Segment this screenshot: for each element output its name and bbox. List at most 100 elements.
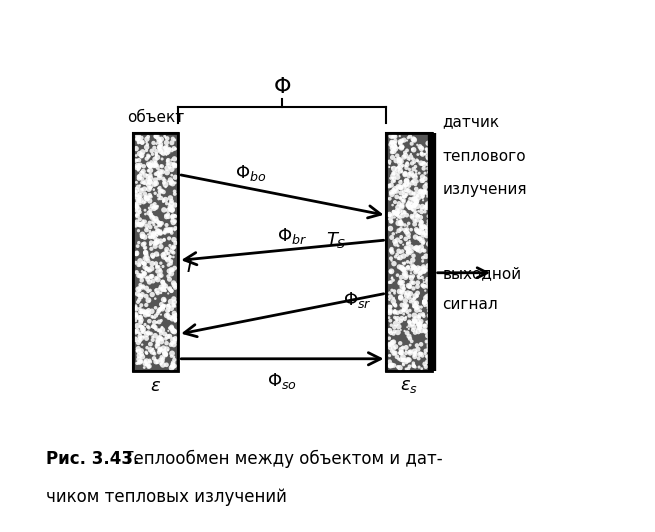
Point	[417, 364, 427, 373]
Text: теплового: теплового	[442, 149, 526, 164]
Point	[412, 197, 422, 205]
Point	[145, 174, 156, 182]
Point	[153, 340, 163, 348]
Point	[145, 329, 156, 338]
Point	[156, 329, 166, 338]
Point	[147, 336, 158, 344]
Point	[147, 219, 158, 227]
Point	[164, 144, 175, 153]
Point	[424, 319, 434, 327]
Point	[133, 338, 143, 347]
Point	[134, 355, 144, 363]
Point	[397, 201, 407, 210]
Point	[403, 332, 414, 340]
Point	[414, 169, 424, 177]
Text: $\Phi_{br}$: $\Phi_{br}$	[278, 226, 308, 246]
Point	[131, 151, 141, 160]
Point	[152, 202, 162, 211]
Point	[170, 224, 181, 232]
Point	[402, 202, 413, 210]
Point	[143, 296, 154, 304]
Point	[140, 233, 150, 242]
Point	[398, 357, 408, 365]
Point	[132, 156, 142, 164]
Point	[424, 227, 434, 236]
Point	[155, 171, 165, 180]
Point	[136, 313, 146, 321]
Point	[415, 247, 425, 256]
Point	[144, 152, 155, 160]
Point	[384, 163, 394, 171]
Point	[133, 134, 143, 143]
Point	[390, 143, 400, 151]
Point	[168, 353, 179, 361]
Point	[390, 237, 400, 246]
Point	[157, 357, 168, 365]
Point	[141, 265, 151, 274]
Point	[405, 243, 416, 252]
Point	[166, 257, 176, 265]
Point	[157, 278, 168, 286]
Point	[416, 205, 426, 213]
Point	[130, 259, 141, 267]
Point	[389, 289, 400, 297]
Point	[399, 304, 409, 313]
Point	[131, 310, 141, 319]
Point	[151, 250, 162, 259]
Point	[408, 326, 419, 334]
Point	[405, 203, 415, 211]
Point	[402, 186, 412, 194]
Point	[384, 313, 394, 322]
Point	[135, 181, 145, 190]
Point	[169, 144, 179, 153]
Point	[409, 311, 420, 320]
Point	[132, 242, 143, 251]
Point	[140, 320, 150, 329]
Point	[422, 262, 433, 270]
Point	[405, 289, 416, 298]
Point	[384, 328, 394, 337]
Point	[412, 227, 422, 235]
Point	[133, 132, 143, 140]
Point	[394, 279, 405, 287]
Point	[152, 236, 162, 245]
Point	[387, 143, 398, 151]
Point	[388, 276, 398, 285]
Point	[147, 202, 158, 211]
Point	[134, 329, 144, 337]
Point	[386, 254, 396, 263]
Point	[424, 240, 434, 248]
Point	[143, 181, 154, 189]
Point	[402, 181, 413, 189]
Point	[131, 178, 141, 187]
Point	[396, 348, 406, 357]
Point	[392, 209, 402, 218]
Text: датчик: датчик	[442, 114, 499, 129]
Point	[418, 196, 428, 204]
Point	[420, 322, 430, 330]
Point	[153, 251, 164, 260]
Point	[390, 140, 400, 149]
Point	[132, 249, 142, 257]
Point	[137, 358, 147, 366]
Point	[147, 251, 158, 260]
Point	[402, 190, 412, 198]
Point	[162, 160, 173, 169]
Point	[147, 253, 158, 261]
Point	[149, 161, 159, 170]
Point	[414, 323, 424, 331]
Point	[168, 360, 178, 369]
Point	[140, 193, 151, 201]
Point	[163, 206, 174, 214]
Point	[170, 302, 180, 311]
Point	[396, 157, 406, 165]
Point	[153, 275, 163, 284]
Point	[137, 328, 147, 337]
Point	[403, 245, 413, 253]
Point	[143, 275, 153, 284]
Point	[156, 300, 166, 309]
Point	[393, 219, 403, 228]
Point	[140, 210, 151, 218]
Point	[402, 248, 412, 257]
Point	[155, 143, 166, 152]
